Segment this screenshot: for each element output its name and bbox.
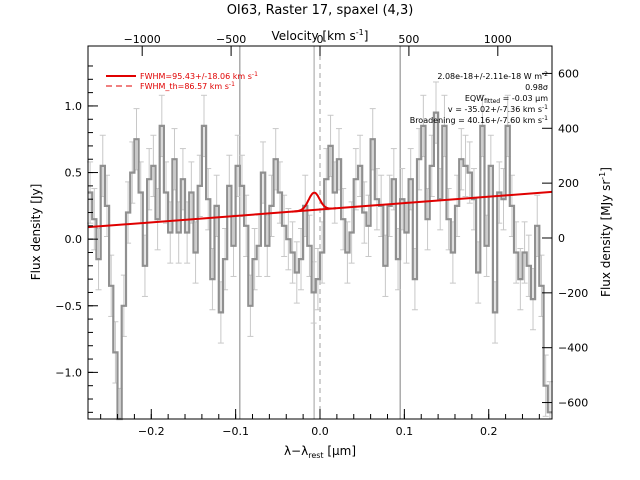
- top-tick-label: −500: [216, 33, 246, 46]
- top-tick-label: 0: [317, 33, 324, 46]
- y-tick-label: −1.0: [55, 366, 82, 379]
- top-tick-label: 1000: [484, 33, 512, 46]
- y-tick-label: 1.0: [65, 100, 83, 113]
- right-tick-label: 0: [558, 232, 565, 245]
- right-tick-label: 200: [558, 177, 579, 190]
- y-axis-label-left: Flux density [Jy]: [29, 184, 43, 281]
- x-axis-label: λ−λrest [μm]: [284, 444, 356, 460]
- right-tick-label: −400: [558, 342, 588, 355]
- top-tick-label: 500: [398, 33, 419, 46]
- x-tick-label: 0.2: [480, 425, 498, 438]
- annotation-broadening: Broadening = 40.16+/-7.60 km s-1: [410, 115, 548, 125]
- annotation-eqw: EQWfitted = -0.03 μm: [465, 94, 548, 105]
- fit-annotations: 2.08e-18+/-2.11e-18 W m-2 0.98σ EQWfitte…: [410, 71, 548, 125]
- legend: FWHM=95.43+/-18.06 km s-1 FWHM_th=86.57 …: [106, 71, 258, 91]
- legend-dashed-label: FWHM_th=86.57 km s-1: [140, 81, 235, 91]
- right-tick-label: −600: [558, 397, 588, 410]
- annotation-sigma: 0.98σ: [525, 83, 548, 92]
- legend-solid-label: FWHM=95.43+/-18.06 km s-1: [140, 71, 258, 81]
- x-tick-label: −0.1: [222, 425, 249, 438]
- fit-gaussian-line: [292, 191, 336, 213]
- x-tick-label: 0.1: [396, 425, 414, 438]
- right-tick-label: 400: [558, 122, 579, 135]
- axis-ticks: −0.2 −0.1 0.0 0.1 0.2 −1.0 −0.5 0.0 0.5 1.0 −600 −4…: [55, 33, 588, 438]
- x-tick-label: 0.0: [311, 425, 329, 438]
- right-tick-label: 600: [558, 67, 579, 80]
- spectrum-series-line: [88, 111, 552, 421]
- fit-continuum-line: [87, 190, 553, 229]
- y-axis-label-right: Flux density [MJy sr-1]: [598, 167, 613, 297]
- right-tick-label: −200: [558, 287, 588, 300]
- top-tick-label: −1000: [124, 33, 161, 46]
- annotation-velocity: v = -35.02+/-7.36 km s-1: [448, 104, 548, 114]
- chart-title: OI63, Raster 17, spaxel (4,3): [227, 3, 414, 18]
- y-tick-label: 0.5: [65, 167, 83, 180]
- error-bars: [87, 81, 553, 419]
- top-axis-label: Velocity [km s-1]: [272, 28, 369, 43]
- reference-lines: [239, 46, 401, 419]
- y-tick-label: 0.0: [65, 233, 83, 246]
- annotation-flux: 2.08e-18+/-2.11e-18 W m-2: [437, 71, 548, 81]
- x-tick-label: −0.2: [138, 425, 165, 438]
- y-tick-label: −0.5: [55, 300, 82, 313]
